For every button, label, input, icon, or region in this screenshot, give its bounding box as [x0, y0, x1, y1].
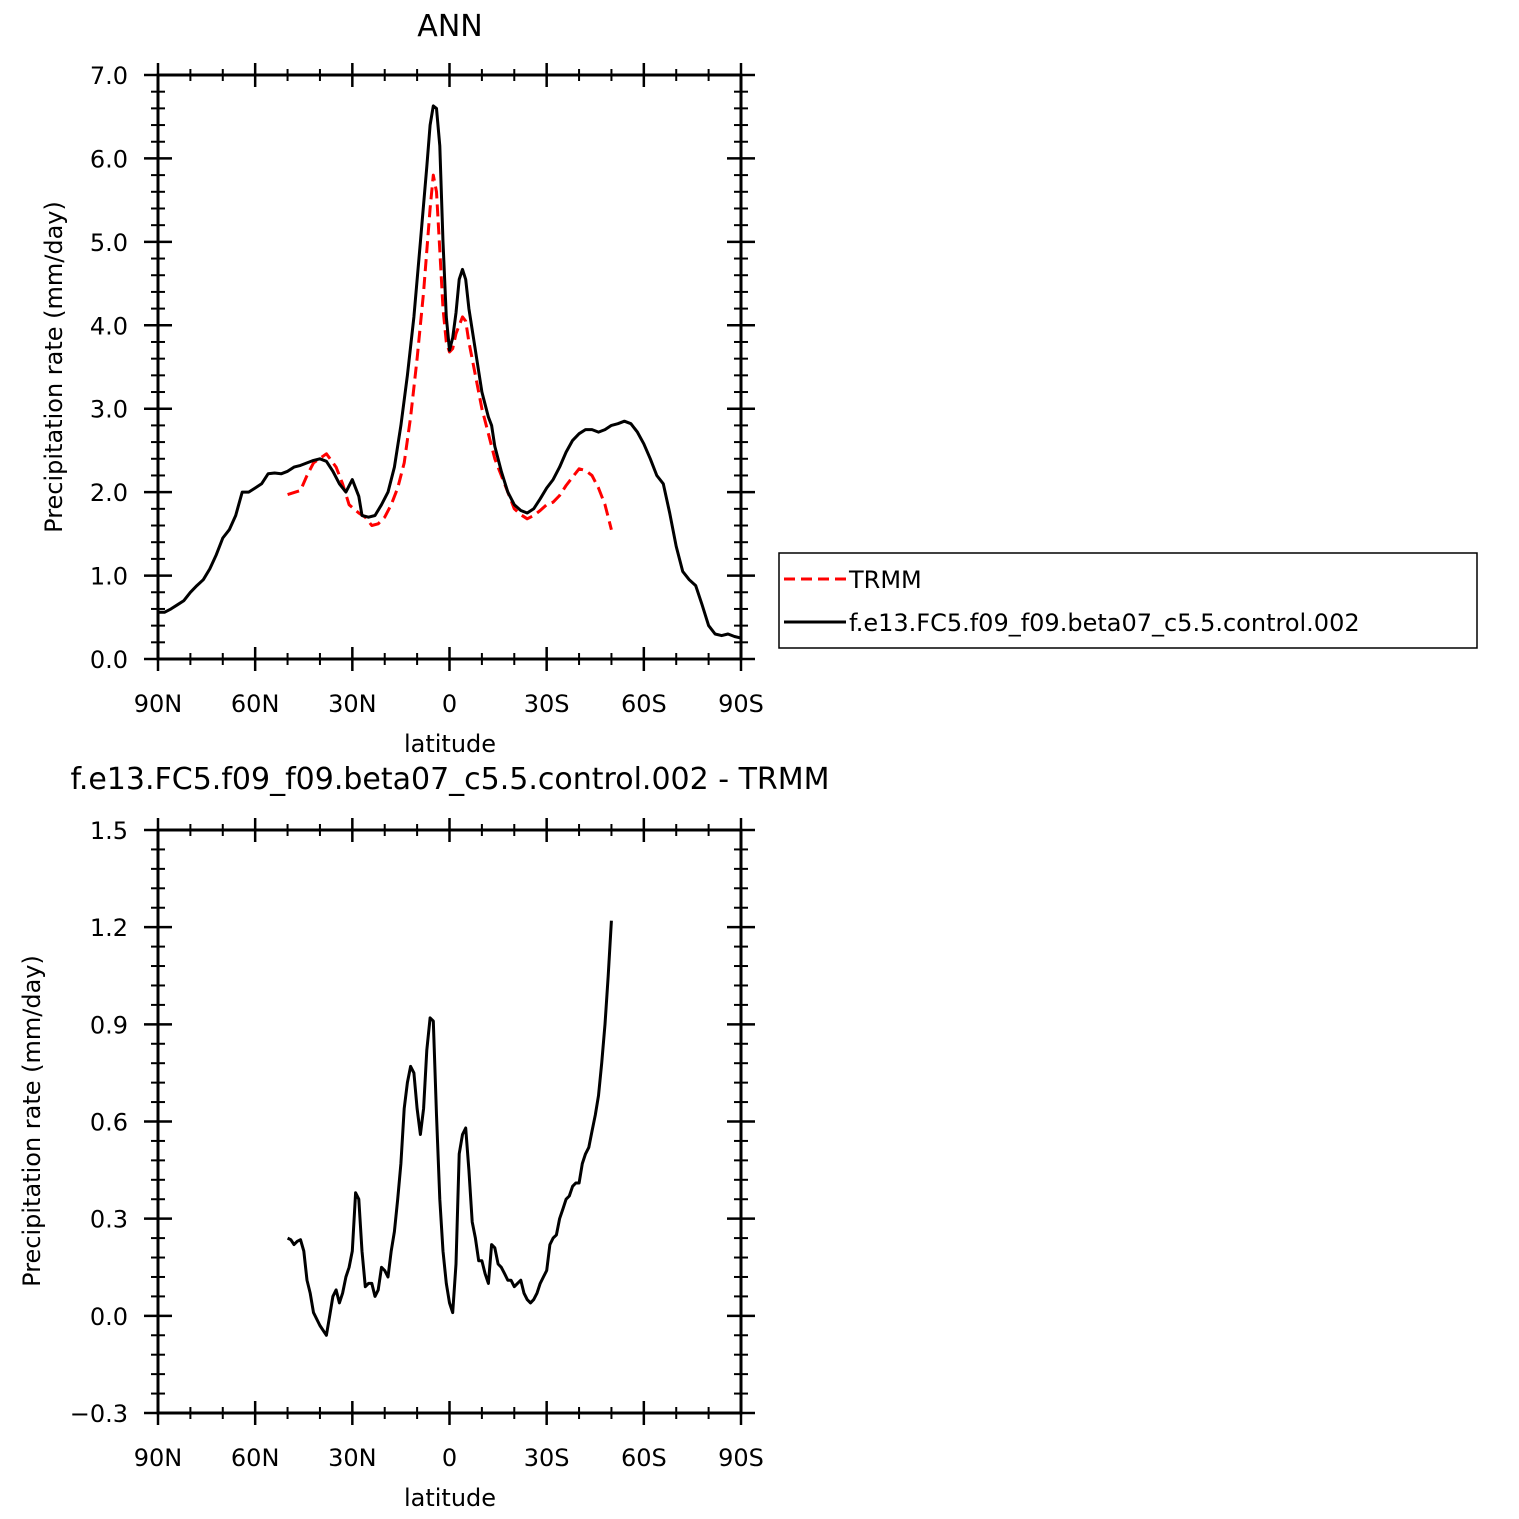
top-y-tick-label: 7.0	[90, 62, 128, 90]
top-y-tick-label: 0.0	[90, 646, 128, 674]
bottom-x-tick-label: 60S	[621, 1444, 667, 1472]
top-x-tick-label: 90S	[718, 690, 764, 718]
bottom-chart-title: f.e13.FC5.f09_f09.beta07_c5.5.control.00…	[70, 762, 829, 797]
top-y-tick-label: 4.0	[90, 312, 128, 340]
legend: TRMM f.e13.FC5.f09_f09.beta07_c5.5.contr…	[778, 552, 1478, 649]
bottom-x-tick-label: 90S	[718, 1444, 764, 1472]
top-series-group	[158, 104, 742, 640]
legend-box	[778, 552, 1478, 649]
top-y-axis-label: Precipitation rate (mm/day)	[40, 201, 68, 533]
bottom-series-line-0	[286, 920, 613, 1337]
top-x-tick-label: 0	[442, 690, 457, 718]
top-chart-title: ANN	[417, 9, 482, 44]
bottom-plot-frame	[156, 828, 743, 1415]
legend-label-trmm: TRMM	[848, 566, 922, 594]
top-y-tick-label: 2.0	[90, 479, 128, 507]
top-plot-frame	[156, 73, 743, 661]
top-panel: ANN 90N 60N 30N 0 30S 60S 90S 0.0 1.0 2.0 3.0 4.0 5.…	[40, 9, 764, 758]
top-x-tick-label: 60N	[231, 690, 280, 718]
bottom-y-tick-label: 1.5	[90, 817, 128, 845]
top-y-tick-label: 3.0	[90, 396, 128, 424]
top-axis-ticks: 90N 60N 30N 0 30S 60S 90S 0.0 1.0 2.0 3.0 4.0 5.0 6.0…	[90, 62, 764, 718]
bottom-y-tick-label: 0.9	[90, 1011, 128, 1039]
bottom-y-tick-label: 0.3	[90, 1206, 128, 1234]
bottom-x-tick-label: 90N	[134, 1444, 183, 1472]
bottom-y-axis-label: Precipitation rate (mm/day)	[18, 955, 46, 1287]
bottom-y-tick-label: 1.2	[90, 914, 128, 942]
top-x-tick-label: 30N	[328, 690, 377, 718]
bottom-y-tick-label: −0.3	[70, 1400, 128, 1428]
top-x-tick-label: 30S	[524, 690, 570, 718]
top-x-tick-label: 60S	[621, 690, 667, 718]
bottom-y-tick-label: 0.0	[90, 1303, 128, 1331]
top-y-tick-label: 1.0	[90, 563, 128, 591]
bottom-x-tick-label: 60N	[231, 1444, 280, 1472]
bottom-series-group	[286, 920, 613, 1337]
top-y-tick-label: 5.0	[90, 229, 128, 257]
top-series-line-1	[158, 104, 742, 640]
top-x-tick-label: 90N	[134, 690, 183, 718]
top-y-tick-label: 6.0	[90, 145, 128, 173]
bottom-y-tick-label: 0.6	[90, 1109, 128, 1137]
bottom-x-axis-label: latitude	[404, 1484, 496, 1512]
bottom-x-tick-label: 30N	[328, 1444, 377, 1472]
legend-label-model: f.e13.FC5.f09_f09.beta07_c5.5.control.00…	[849, 609, 1360, 637]
bottom-axis-ticks: 90N 60N 30N 0 30S 60S 90S −0.3 0.0 0.3 0.6 0.9 1.2 1.…	[70, 817, 764, 1472]
bottom-x-tick-label: 0	[442, 1444, 457, 1472]
top-x-axis-label: latitude	[404, 730, 496, 758]
bottom-panel: f.e13.FC5.f09_f09.beta07_c5.5.control.00…	[18, 762, 830, 1512]
bottom-x-tick-label: 30S	[524, 1444, 570, 1472]
